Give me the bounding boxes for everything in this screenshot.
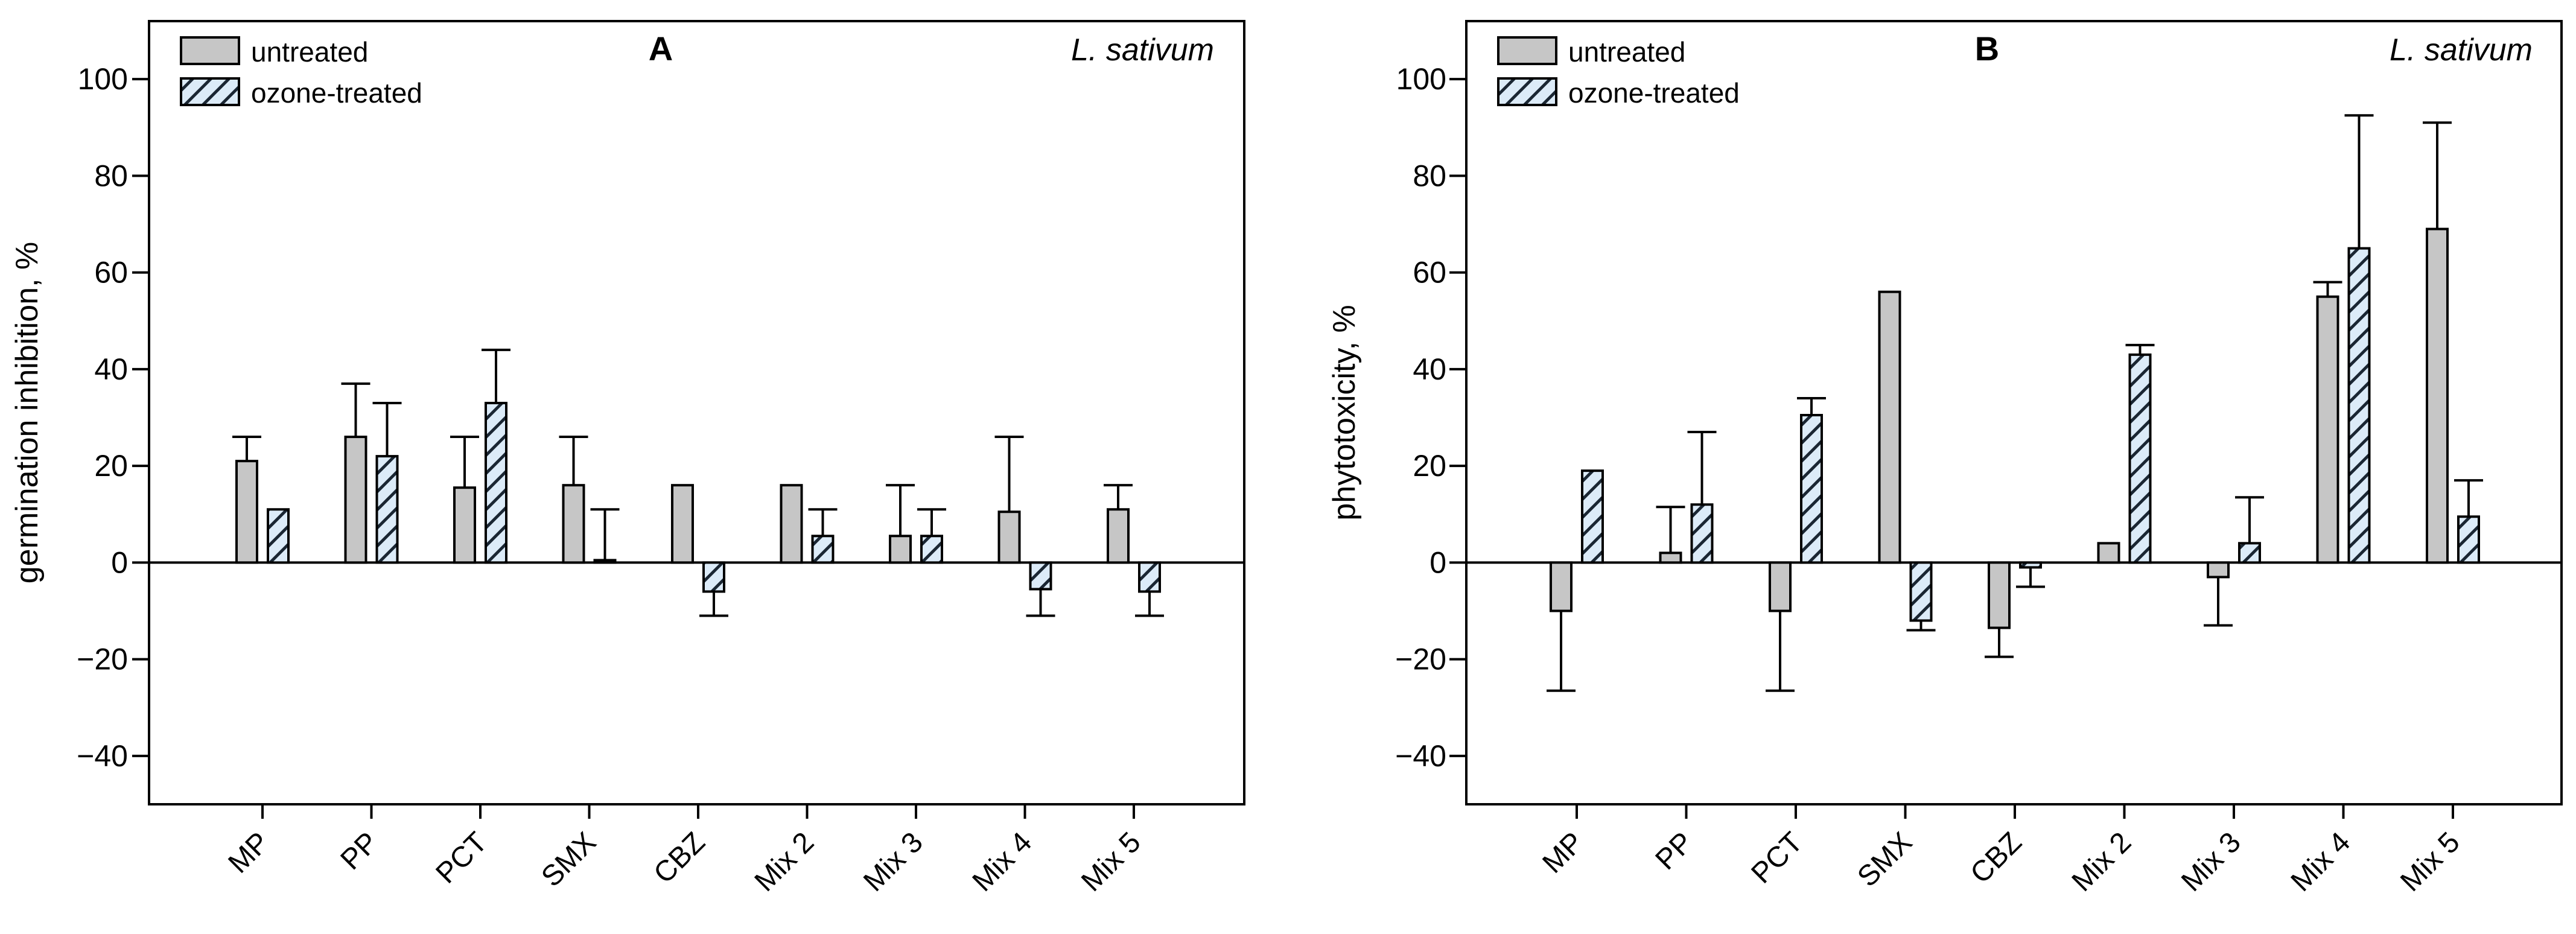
panel-letter: A xyxy=(649,30,673,68)
bar-ozone-treated-PCT xyxy=(485,401,507,564)
legend-label: ozone-treated xyxy=(251,77,422,109)
bar-untreated-Mix5 xyxy=(1107,508,1130,564)
y-axis-label: phytotoxicity, % xyxy=(1327,305,1362,520)
bar-untreated-PCT xyxy=(1769,561,1792,612)
y-tick-label: −40 xyxy=(1395,739,1446,773)
bar-untreated-SMX xyxy=(1878,290,1901,564)
bar-ozone-treated-PP xyxy=(1690,503,1714,564)
legend-swatch-blue-hatched xyxy=(1497,77,1557,106)
bar-ozone-treated-Mix5 xyxy=(1138,561,1161,593)
y-tick-label: 40 xyxy=(1413,352,1446,386)
y-tick-label: 20 xyxy=(1413,449,1446,483)
y-tick-label: 40 xyxy=(94,352,128,386)
y-tick-label: 100 xyxy=(1396,62,1446,96)
bar-ozone-treated-Mix5 xyxy=(2457,515,2480,564)
bar-untreated-CBZ xyxy=(671,484,694,564)
bar-ozone-treated-Mix3 xyxy=(920,535,943,564)
legend-swatch-gray-filled xyxy=(1497,36,1557,65)
y-tick-label: 0 xyxy=(1430,545,1446,579)
bar-ozone-treated-PP xyxy=(375,455,399,564)
y-axis-label: germination inhibition, % xyxy=(10,242,45,584)
species-annotation: L. sativum xyxy=(1071,33,1214,68)
legend-label: ozone-treated xyxy=(1568,77,1740,109)
bar-untreated-PP xyxy=(1659,551,1682,564)
bar-ozone-treated-PCT xyxy=(1800,414,1823,564)
y-tick-label: 20 xyxy=(94,449,128,483)
legend-swatch-blue-hatched xyxy=(180,77,240,106)
legend-swatch-gray-filled xyxy=(180,36,240,65)
species-annotation: L. sativum xyxy=(2390,33,2533,68)
bar-ozone-treated-Mix3 xyxy=(2238,542,2261,564)
y-tick-label: 0 xyxy=(111,545,128,579)
bar-untreated-Mix4 xyxy=(997,510,1021,564)
legend-label: untreated xyxy=(1568,36,1685,68)
bar-ozone-treated-Mix2 xyxy=(2128,353,2152,564)
bar-untreated-PCT xyxy=(453,486,476,564)
bar-ozone-treated-Mix4 xyxy=(1029,561,1052,591)
bar-ozone-treated-Mix4 xyxy=(2347,247,2371,564)
bar-untreated-PP xyxy=(344,436,367,564)
bar-ozone-treated-MP xyxy=(267,508,290,564)
bar-untreated-Mix3 xyxy=(889,535,912,564)
y-tick-label: 60 xyxy=(1413,256,1446,290)
y-tick-label: 80 xyxy=(1413,159,1446,192)
y-tick-label: 80 xyxy=(94,159,128,192)
y-tick-label: 60 xyxy=(94,256,128,290)
bar-untreated-MP xyxy=(1550,561,1573,612)
panel-letter: B xyxy=(1975,30,1999,68)
bar-untreated-Mix5 xyxy=(2426,227,2449,564)
bar-ozone-treated-SMX xyxy=(1909,561,1933,622)
bar-ozone-treated-CBZ xyxy=(702,561,725,593)
bar-untreated-SMX xyxy=(562,484,585,564)
bar-ozone-treated-Mix2 xyxy=(811,535,835,564)
y-tick-label: −20 xyxy=(77,643,128,676)
legend-label: untreated xyxy=(251,36,368,68)
y-tick-label: 100 xyxy=(78,62,128,96)
y-tick-label: −20 xyxy=(1395,643,1446,676)
bar-untreated-Mix4 xyxy=(2316,295,2339,564)
bar-ozone-treated-SMX xyxy=(593,559,617,564)
y-tick-label: −40 xyxy=(77,739,128,773)
bar-untreated-Mix2 xyxy=(2097,542,2120,564)
bar-untreated-MP xyxy=(235,460,258,564)
bar-untreated-CBZ xyxy=(1988,561,2011,629)
bar-ozone-treated-CBZ xyxy=(2019,561,2042,569)
bar-untreated-Mix2 xyxy=(780,484,803,564)
bar-untreated-Mix3 xyxy=(2207,561,2230,579)
bar-ozone-treated-MP xyxy=(1581,469,1604,564)
plot-frame xyxy=(148,20,1245,805)
